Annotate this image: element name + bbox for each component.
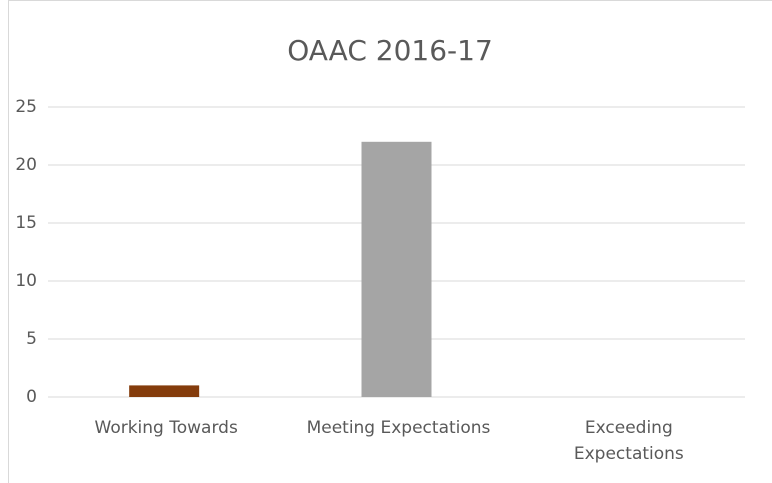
y-tick-label: 10 bbox=[15, 271, 37, 291]
y-tick-label: 25 bbox=[15, 97, 37, 117]
y-tick-label: 20 bbox=[15, 155, 37, 175]
y-tick-label: 5 bbox=[26, 329, 37, 349]
chart-title: OAAC 2016-17 bbox=[287, 34, 493, 67]
y-tick-label: 0 bbox=[26, 387, 37, 407]
bar bbox=[361, 141, 432, 397]
x-tick-label: Working Towards bbox=[94, 418, 238, 438]
bar bbox=[129, 385, 200, 397]
x-tick-label: Meeting Expectations bbox=[306, 418, 491, 438]
chart-border bbox=[8, 0, 772, 483]
x-tick-label: Exceeding Expectations bbox=[573, 418, 684, 464]
y-tick-label: 15 bbox=[15, 213, 37, 233]
